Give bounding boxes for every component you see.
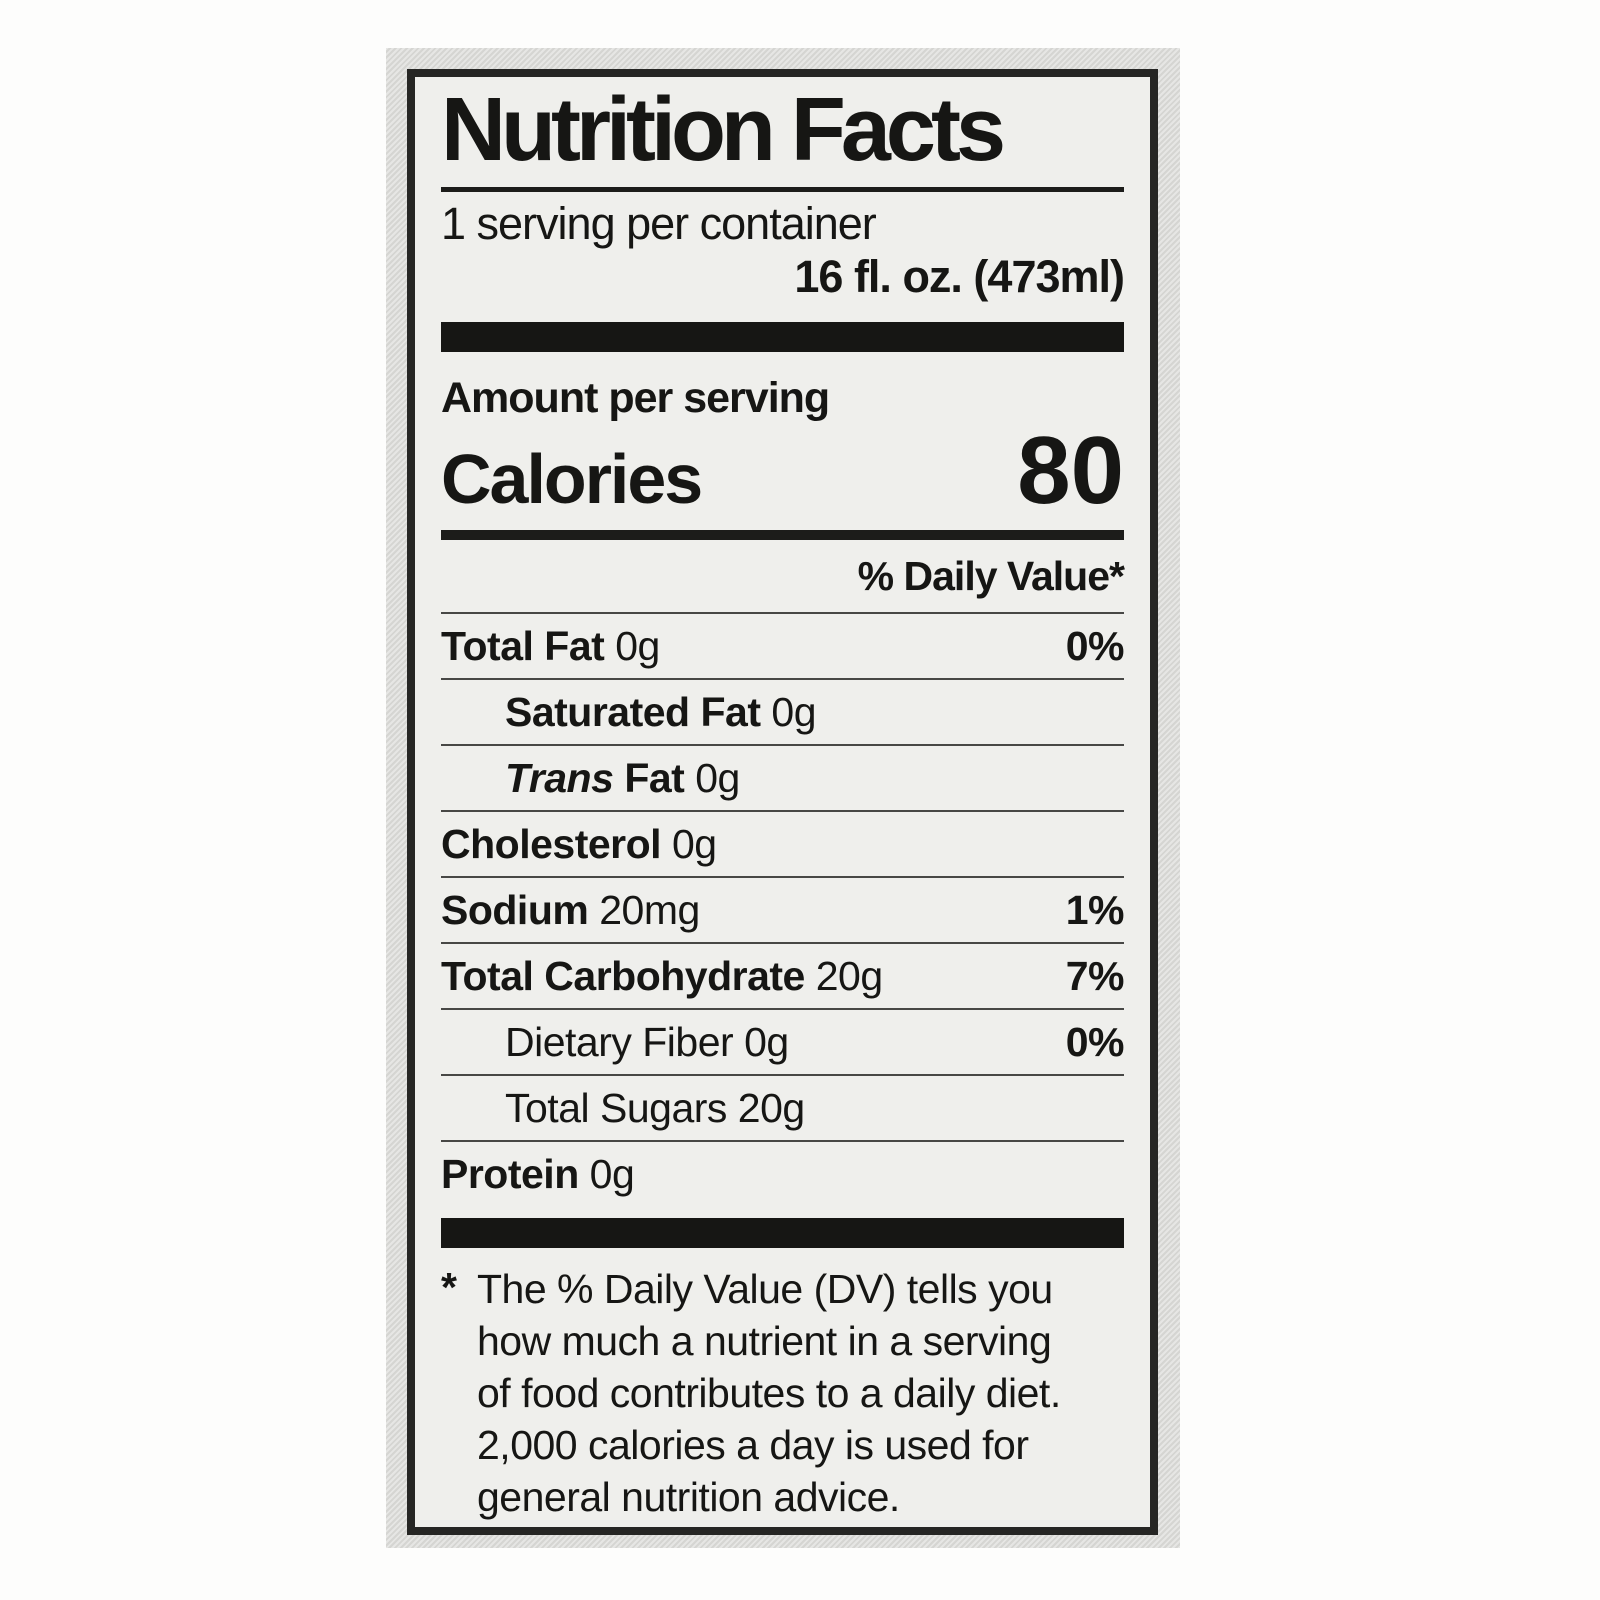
servings-per-container: 1 serving per container	[441, 198, 877, 249]
nutrient-name-and-amount: Total Sugars 20g	[505, 1085, 805, 1131]
nutrient-row: Total Fat 0g 0%	[441, 612, 1125, 678]
nutrient-row: Sodium 20mg 1%	[441, 876, 1125, 942]
nutrient-row: Dietary Fiber 0g 0%	[441, 1008, 1125, 1074]
title-divider	[441, 187, 1124, 192]
label-photo: Nutrition Facts 1 serving per container …	[386, 48, 1180, 1548]
nutrient-name-and-amount: Sodium 20mg	[441, 887, 700, 933]
nutrient-rows: Total Fat 0g 0% Saturated Fat 0g Trans Fat …	[441, 612, 1125, 1206]
nutrient-row: Protein 0g	[441, 1140, 1124, 1206]
nutrient-name-and-amount: Total Carbohydrate 20g	[441, 953, 883, 999]
footnote-line: how much a nutrient in a serving	[477, 1318, 1052, 1364]
daily-value-percent: 0%	[1065, 623, 1125, 669]
amount-per-serving-label: Amount per serving	[441, 374, 830, 422]
nutrient-row: Trans Fat 0g	[441, 744, 1124, 810]
nutrient-name-and-amount: Saturated Fat 0g	[505, 689, 817, 735]
daily-value-percent: 1%	[1065, 887, 1125, 933]
serving-size: 16 fl. oz. (473ml)	[794, 251, 1125, 302]
nutrient-name-and-amount: Trans Fat 0g	[505, 755, 740, 801]
footnote-asterisk: *	[441, 1264, 457, 1310]
thick-bar-bottom	[441, 1218, 1124, 1248]
footnote-line: 2,000 calories a day is used for	[477, 1422, 1029, 1468]
nutrient-row: Cholesterol 0g	[441, 810, 1124, 876]
daily-value-percent: 7%	[1065, 953, 1125, 999]
footnote-line: general nutrition advice.	[477, 1474, 900, 1520]
nutrition-facts-label: Nutrition Facts 1 serving per container …	[407, 69, 1158, 1535]
daily-value-header: % Daily Value*	[857, 553, 1125, 599]
footnote-text: The % Daily Value (DV) tells you how much…	[477, 1263, 1124, 1523]
calories-label: Calories	[441, 440, 703, 518]
calories-divider	[441, 530, 1124, 540]
label-title: Nutrition Facts	[441, 80, 1006, 180]
footnote: * The % Daily Value (DV) tells you how mu…	[441, 1263, 1124, 1523]
nutrient-name-and-amount: Protein 0g	[441, 1151, 635, 1197]
nutrient-row: Total Sugars 20g	[441, 1074, 1124, 1140]
nutrient-name-and-amount: Cholesterol 0g	[441, 821, 717, 867]
nutrient-row: Saturated Fat 0g	[441, 678, 1124, 744]
nutrient-name-and-amount: Total Fat 0g	[441, 623, 660, 669]
nutrient-row: Total Carbohydrate 20g 7%	[441, 942, 1125, 1008]
thick-bar-top	[441, 322, 1124, 352]
footnote-line: The % Daily Value (DV) tells you	[477, 1266, 1053, 1312]
daily-value-percent: 0%	[1065, 1019, 1125, 1065]
calories-row: Calories 80	[441, 422, 1124, 528]
calories-value: 80	[1017, 417, 1124, 524]
footnote-line: of food contributes to a daily diet.	[477, 1370, 1061, 1416]
nutrient-name-and-amount: Dietary Fiber 0g	[505, 1019, 789, 1065]
